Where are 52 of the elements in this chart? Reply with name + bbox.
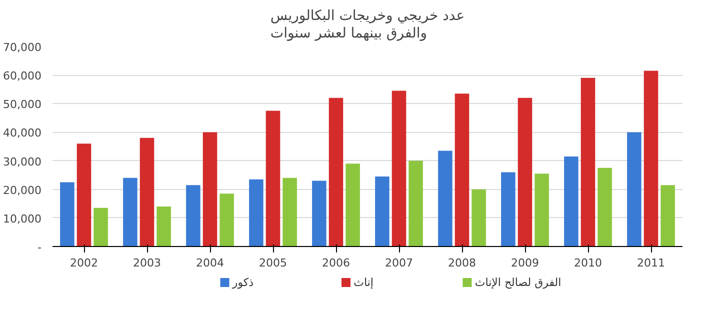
- bar: [60, 182, 74, 246]
- bar: [580, 78, 596, 246]
- bar: [534, 174, 549, 246]
- bar: [518, 98, 532, 246]
- bar: [454, 94, 470, 246]
- legend-label: ذكور: [231, 276, 254, 289]
- y-tick-label: 60,000: [3, 70, 42, 83]
- x-tick-label: 2004: [196, 256, 224, 270]
- bar: [501, 172, 516, 246]
- y-tick-label: 20,000: [3, 184, 42, 197]
- y-tick-label: -: [38, 241, 42, 254]
- chart-title: عدد خريجي وخريجات البكالوريس والفرق بينهما لعشر سنوات: [270, 8, 465, 42]
- y-tick-label: 30,000: [3, 155, 42, 168]
- x-tick-label: 2002: [70, 256, 98, 270]
- y-tick-label: 10,000: [3, 212, 42, 226]
- bar: [598, 168, 612, 246]
- y-tick-label: 70,000: [3, 41, 42, 54]
- bar: [202, 132, 218, 246]
- bar: [186, 185, 200, 246]
- bar: [408, 160, 423, 246]
- legend-label: الفرق لصالح الإناث: [474, 276, 562, 289]
- bar: [266, 110, 280, 246]
- bar: [438, 150, 452, 246]
- bar: [564, 156, 578, 246]
- bar: [375, 176, 390, 246]
- bar: [156, 206, 171, 246]
- bar: [220, 194, 234, 246]
- x-tick-label: 2009: [511, 256, 540, 270]
- x-tick-label: 2008: [448, 256, 476, 270]
- bar: [472, 189, 486, 246]
- bar: [312, 180, 326, 246]
- x-tick-label: 2007: [385, 256, 414, 270]
- x-tick-label: 2011: [637, 256, 666, 270]
- y-tick-label: 40,000: [3, 126, 42, 140]
- bar: [627, 132, 642, 246]
- x-tick-label: 2005: [259, 256, 288, 270]
- x-tick-label: 2006: [322, 256, 350, 270]
- y-tick-label: 50,000: [3, 98, 42, 112]
- legend-label: إناث: [354, 276, 374, 289]
- bar: [140, 138, 154, 246]
- bar: [123, 178, 138, 246]
- bar: [249, 179, 264, 246]
- bar: [644, 70, 658, 246]
- bar: [660, 185, 675, 246]
- bar: [392, 90, 406, 246]
- bar: [282, 178, 297, 246]
- bar: [328, 98, 344, 246]
- bar: [346, 164, 360, 246]
- bar: [94, 208, 108, 246]
- x-tick-label: 2010: [574, 256, 602, 270]
- x-tick-label: 2003: [133, 256, 162, 270]
- bar: [76, 144, 92, 246]
